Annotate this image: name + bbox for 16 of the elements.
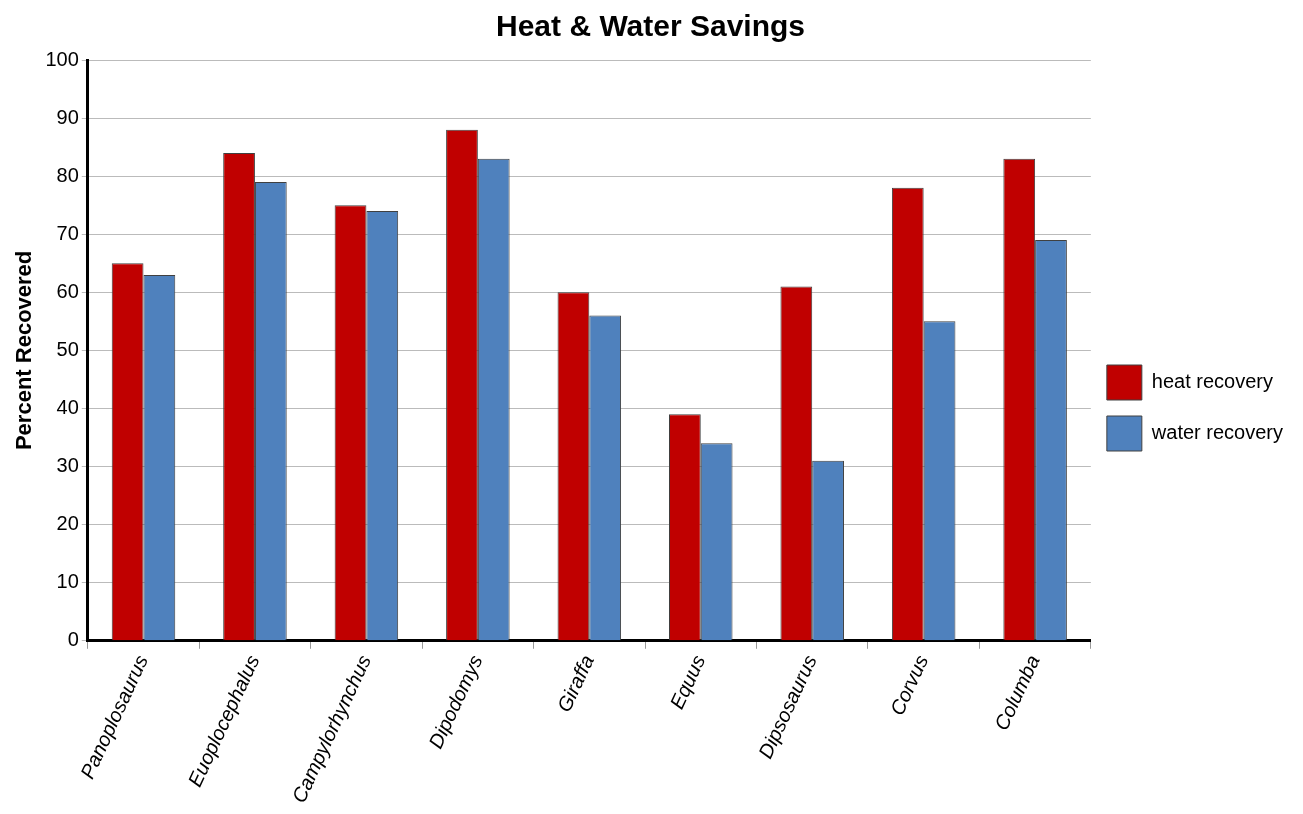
x-tick-label: Equus <box>665 651 710 713</box>
y-tick-label: 40 <box>56 395 79 418</box>
y-tick-label: 0 <box>67 628 79 651</box>
y-tick-label: 20 <box>56 512 79 535</box>
y-tick-label: 50 <box>56 337 79 360</box>
legend-label: heat recovery <box>1151 370 1274 393</box>
y-tick-label: 100 <box>45 47 79 70</box>
legend-label: water recovery <box>1150 421 1283 444</box>
y-tick-label: 10 <box>56 570 79 593</box>
y-tick-label: 70 <box>56 221 79 244</box>
y-tick-label: 30 <box>56 454 79 477</box>
y-axis-title: Percent Recovered <box>11 250 37 451</box>
chart-title: Heat & Water Savings <box>496 9 805 43</box>
y-tick-label: 90 <box>56 105 79 128</box>
y-tick-label: 80 <box>56 163 79 186</box>
y-tick-label: 60 <box>56 279 79 302</box>
